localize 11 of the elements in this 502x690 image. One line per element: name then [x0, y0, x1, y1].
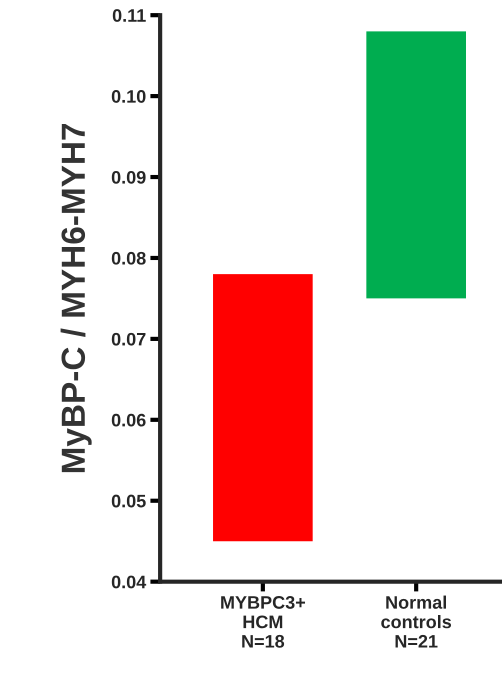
- y-tick-label: 0.04: [112, 576, 146, 588]
- y-tick-label: 0.05: [112, 494, 146, 508]
- y-tick-label: 0.09: [112, 170, 146, 184]
- y-tick-label: 0.08: [112, 252, 146, 265]
- y-tick-label: 0.11: [112, 9, 146, 22]
- y-tick-label: 0.10: [112, 90, 146, 103]
- x-tick-label: MYBPC3+ HCM N=18: [221, 596, 306, 648]
- x-tick-label: Normal controls N=21: [381, 596, 452, 648]
- y-axis-title: MyBP-C / MYH6-MYH7: [60, 124, 92, 472]
- y-tick-label: 0.07: [112, 332, 146, 346]
- y-tick-label: 0.06: [112, 414, 146, 427]
